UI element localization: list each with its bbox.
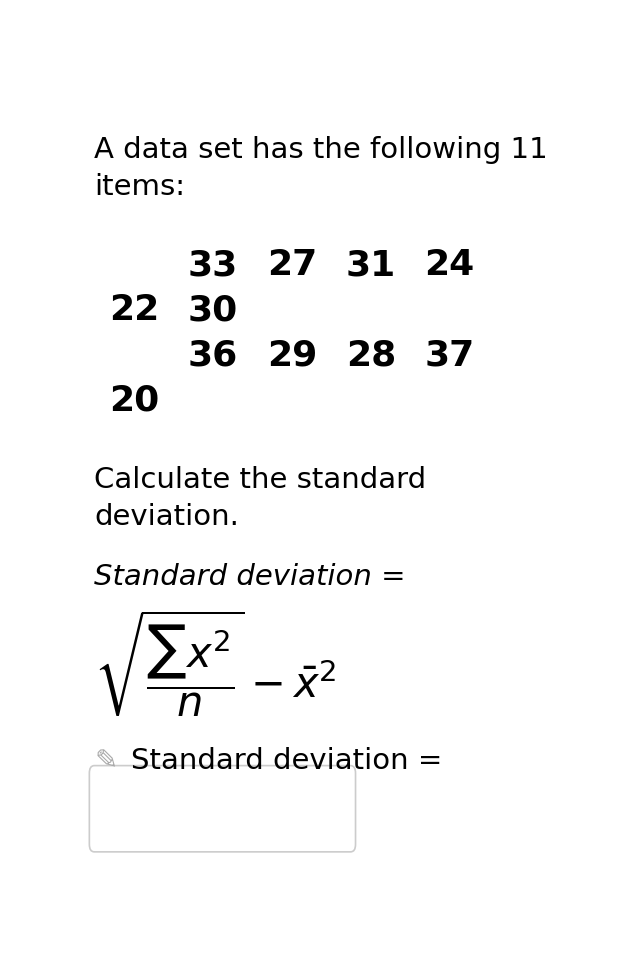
Text: 28: 28 [346,338,396,372]
Text: Standard deviation =: Standard deviation = [131,747,443,775]
Text: 31: 31 [346,248,396,282]
Text: 33: 33 [188,248,238,282]
Text: 27: 27 [267,248,317,282]
Text: 36: 36 [188,338,238,372]
Text: 20: 20 [109,383,160,417]
FancyBboxPatch shape [89,766,356,852]
Text: 37: 37 [425,338,475,372]
Text: 30: 30 [188,293,238,327]
Text: Standard deviation =: Standard deviation = [94,563,406,591]
Text: 29: 29 [267,338,317,372]
Text: 24: 24 [425,248,475,282]
Text: ✎: ✎ [94,747,118,775]
Text: $\sqrt{\dfrac{\sum x^2}{n}} - \bar{x}^2$: $\sqrt{\dfrac{\sum x^2}{n}} - \bar{x}^2$ [94,608,337,719]
Text: items:: items: [94,173,185,201]
Text: deviation.: deviation. [94,504,239,531]
Text: 22: 22 [109,293,160,327]
Text: A data set has the following 11: A data set has the following 11 [94,135,548,164]
Text: Calculate the standard: Calculate the standard [94,466,426,494]
